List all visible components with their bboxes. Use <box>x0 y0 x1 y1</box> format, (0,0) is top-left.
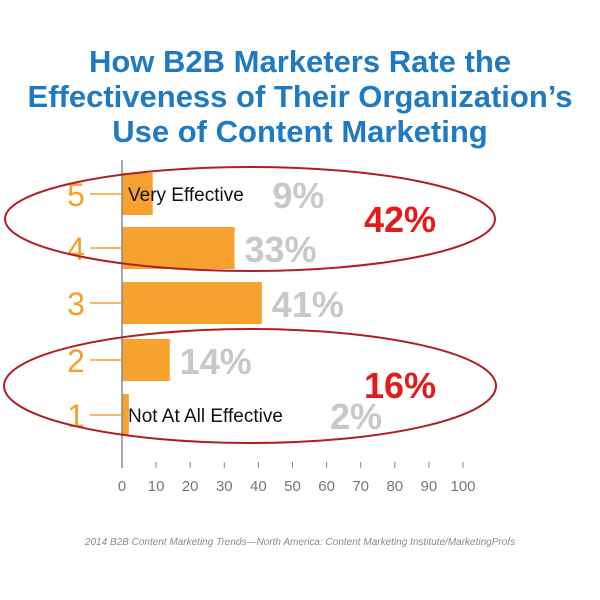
group-ellipse-2 <box>3 328 497 444</box>
bar-rating-5 <box>122 173 153 215</box>
x-tick-label-70: 70 <box>352 478 369 495</box>
title-line-3: Use of Content Marketing <box>112 114 488 149</box>
x-tick-label-30: 30 <box>216 478 233 495</box>
value-label-rating-1: 2% <box>330 396 382 437</box>
x-tick-label-0: 0 <box>118 478 126 495</box>
x-tick-label-60: 60 <box>318 478 335 495</box>
value-label-rating-2: 14% <box>180 341 252 382</box>
value-label-rating-3: 41% <box>272 284 344 325</box>
group-total-1: 42% <box>364 199 436 240</box>
rating-label-4: 4 <box>67 231 85 267</box>
group-total-2: 16% <box>364 365 436 406</box>
x-tick-label-10: 10 <box>148 478 165 495</box>
value-label-rating-4: 33% <box>245 229 317 270</box>
rating-label-2: 2 <box>67 343 85 379</box>
title-line-2: Effectiveness of Their Organization’s <box>27 79 573 114</box>
title-line-1: How B2B Marketers Rate the <box>88 44 512 79</box>
source-citation: 2014 B2B Content Marketing Trends—North … <box>84 537 516 548</box>
annotation-rating-5: Very Effective <box>128 185 244 206</box>
value-label-rating-5: 9% <box>272 175 324 216</box>
bar-rating-3 <box>122 282 262 324</box>
x-tick-label-20: 20 <box>182 478 199 495</box>
x-tick-label-50: 50 <box>284 478 301 495</box>
annotation-rating-1: Not At All Effective <box>128 406 283 427</box>
bar-rating-2 <box>122 339 170 381</box>
x-tick-label-40: 40 <box>250 478 267 495</box>
chart-title: How B2B Marketers Rate the Effectiveness… <box>0 44 600 149</box>
group-ellipse-1 <box>4 166 496 272</box>
rating-label-5: 5 <box>67 177 85 213</box>
bar-rating-4 <box>122 227 235 269</box>
x-tick-label-100: 100 <box>450 478 475 495</box>
x-tick-label-80: 80 <box>386 478 403 495</box>
rating-label-3: 3 <box>67 286 85 322</box>
bar-rating-1 <box>122 394 129 436</box>
x-tick-label-90: 90 <box>421 478 438 495</box>
